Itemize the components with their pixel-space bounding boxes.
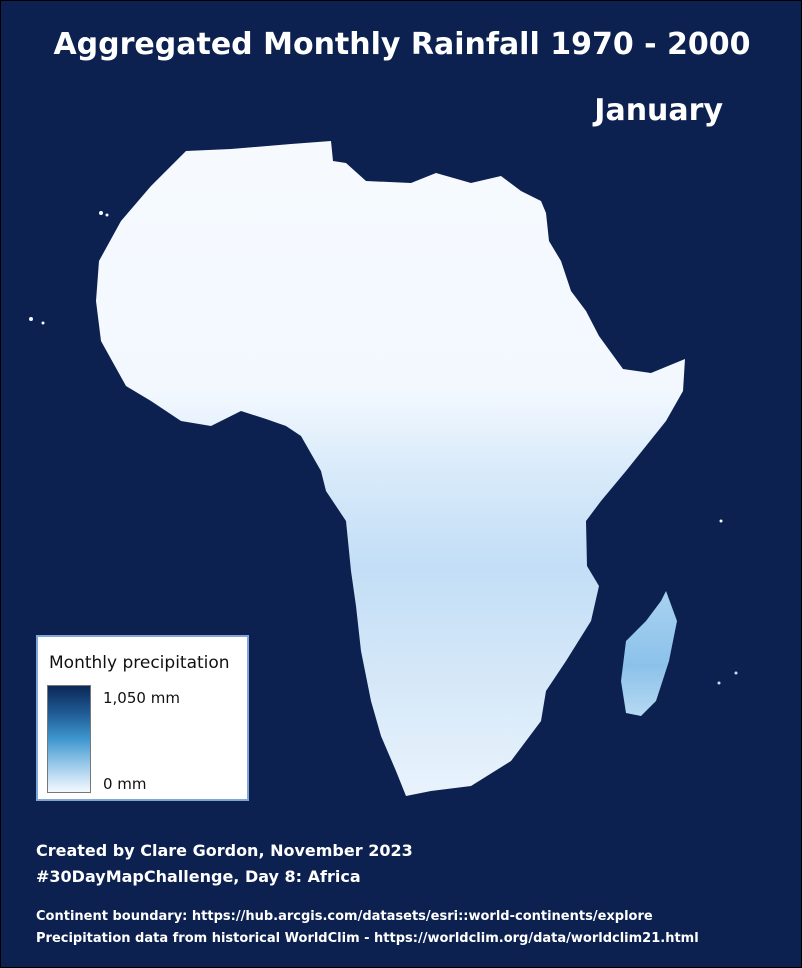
island-dot bbox=[29, 317, 33, 321]
legend-min-label: 0 mm bbox=[103, 775, 147, 793]
map-title: Aggregated Monthly Rainfall 1970 - 2000 bbox=[53, 27, 751, 62]
month-label: January bbox=[594, 93, 723, 128]
legend-title: Monthly precipitation bbox=[49, 653, 230, 673]
island-dot bbox=[105, 213, 109, 217]
madagascar-island bbox=[621, 591, 677, 716]
island-dot bbox=[734, 671, 738, 675]
africa-continent bbox=[96, 141, 685, 796]
island-dot bbox=[41, 321, 45, 325]
legend-color-ramp bbox=[47, 685, 91, 793]
island-dot bbox=[99, 211, 103, 215]
legend-panel: Monthly precipitation 1,050 mm 0 mm bbox=[36, 635, 249, 801]
author-credit: Created by Clare Gordon, November 2023 bbox=[36, 841, 413, 860]
island-dot bbox=[717, 681, 721, 685]
precipitation-source: Precipitation data from historical World… bbox=[36, 931, 699, 946]
legend-max-label: 1,050 mm bbox=[103, 689, 180, 707]
challenge-credit: #30DayMapChallenge, Day 8: Africa bbox=[36, 867, 361, 886]
boundary-source: Continent boundary: https://hub.arcgis.c… bbox=[36, 909, 653, 924]
island-dot bbox=[719, 519, 723, 523]
